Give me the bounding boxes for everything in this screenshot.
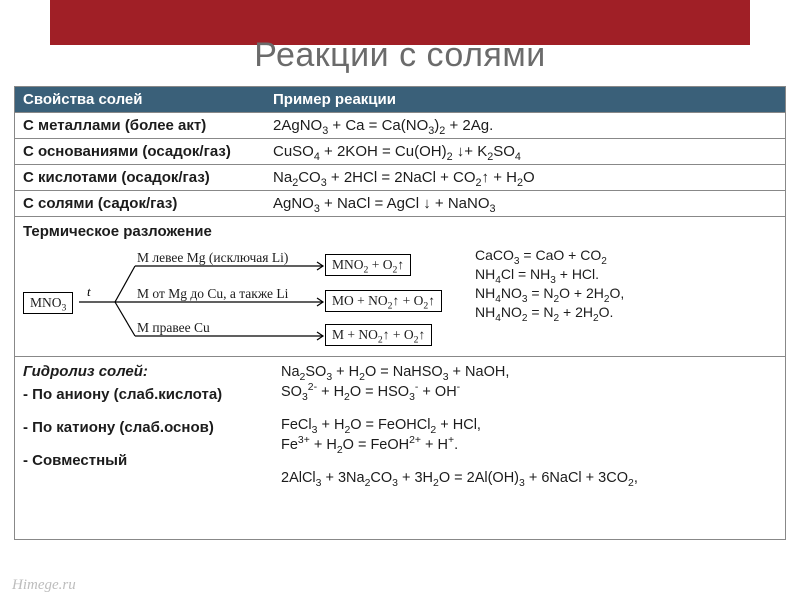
branch-text: M левее Mg (исключая Li) xyxy=(137,250,288,266)
branch-text: M правее Cu xyxy=(137,320,210,336)
eq-cell: 2AgNO3 + Ca = Ca(NO3)2 + 2Ag. xyxy=(265,113,785,139)
hydro-eq-group: 2AlCl3 + 3Na2CO3 + 3H2O = 2Al(OH)3 + 6Na… xyxy=(281,469,777,489)
hydrolysis-row: Гидролиз солей: По аниону (слаб.кислота)… xyxy=(15,357,785,539)
prop-cell: С солями (садок/газ) xyxy=(15,191,265,217)
hydro-eq-group: Na2SO3 + H2O = NaHSO3 + NaOH,SO32- + H2O… xyxy=(281,363,777,402)
hydrolysis-equations: Na2SO3 + H2O = NaHSO3 + NaOH,SO32- + H2O… xyxy=(281,363,777,503)
eq-cell: CuSO4 + 2KOH = Cu(OH)2 ↓+ K2SO4 xyxy=(265,139,785,165)
eq-cell: AgNO3 + NaCl = AgCl ↓ + NaNO3 xyxy=(265,191,785,217)
thermal-equations: CaCO3 = CaO + CO2 NH4Cl = NH3 + HCl. NH4… xyxy=(475,246,777,350)
hydrolysis-types: Гидролиз солей: По аниону (слаб.кислота)… xyxy=(23,363,263,503)
col-header-properties: Свойства солей xyxy=(15,87,265,113)
eq-cell: Na2CO3 + 2HCl = 2NaCl + CO2↑ + H2O xyxy=(265,165,785,191)
diagram-svg: MNO3 t xyxy=(23,250,463,346)
thermal-eq: NH4NO3 = N2O + 2H2O, xyxy=(475,284,777,303)
watermark: Himege.ru xyxy=(12,577,76,594)
root-box: MNO3 xyxy=(23,292,73,314)
prop-cell: С металлами (более акт) xyxy=(15,113,265,139)
col-header-example: Пример реакции xyxy=(265,87,785,113)
hydro-type: По аниону (слаб.кислота) xyxy=(23,382,263,415)
branch-text: M от Mg до Cu, а также Li xyxy=(137,286,288,302)
thermal-eq: NH4Cl = NH3 + HCl. xyxy=(475,265,777,284)
thermal-eq: NH4NO2 = N2 + 2H2O. xyxy=(475,303,777,322)
table-row: С солями (садок/газ) AgNO3 + NaCl = AgCl… xyxy=(15,191,785,217)
table-row: С основаниями (осадок/газ) CuSO4 + 2KOH … xyxy=(15,139,785,165)
hydrolysis-heading: Гидролиз солей: xyxy=(23,363,148,380)
reactions-table: Свойства солей Пример реакции С металлам… xyxy=(14,86,786,540)
branch-box: MO + NO2↑ + O2↑ xyxy=(325,290,442,312)
prop-cell: С кислотами (осадок/газ) xyxy=(15,165,265,191)
branch-box: MNO2 + O2↑ xyxy=(325,254,411,276)
hydro-eq-group: FeCl3 + H2O = FeOHCl2 + HCl,Fe3+ + H2O =… xyxy=(281,416,777,455)
t-label: t xyxy=(87,284,91,299)
thermal-row: Термическое разложение MNO3 t xyxy=(15,217,785,357)
thermal-eq: CaCO3 = CaO + CO2 xyxy=(475,246,777,265)
page-title: Реакции с солями xyxy=(0,36,800,75)
table-row: С кислотами (осадок/газ) Na2CO3 + 2HCl =… xyxy=(15,165,785,191)
branch-box: M + NO2↑ + O2↑ xyxy=(325,324,432,346)
hydro-type: Совместный xyxy=(23,448,263,481)
prop-cell: С основаниями (осадок/газ) xyxy=(15,139,265,165)
thermal-diagram: MNO3 t xyxy=(23,246,463,350)
table-row: С металлами (более акт) 2AgNO3 + Ca = Ca… xyxy=(15,113,785,139)
hydro-type: По катиону (слаб.основ) xyxy=(23,415,263,448)
thermal-heading: Термическое разложение xyxy=(23,223,777,240)
